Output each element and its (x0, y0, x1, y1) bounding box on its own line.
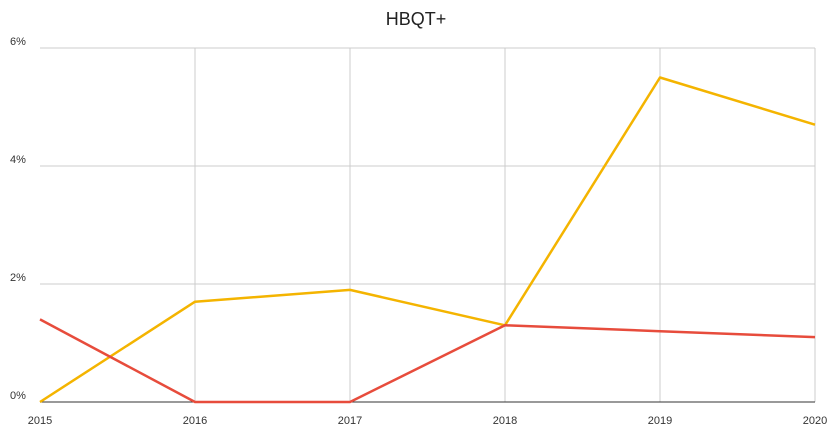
x-tick-label: 2017 (338, 415, 362, 427)
chart-title: HBQT+ (386, 9, 447, 29)
x-tick-label: 2020 (803, 415, 827, 427)
x-tick-label: 2016 (183, 415, 207, 427)
x-tick-label: 2019 (648, 415, 672, 427)
x-tick-label: 2015 (28, 415, 52, 427)
y-tick-label: 0% (10, 390, 26, 402)
y-tick-label: 6% (10, 36, 26, 48)
series-line (39, 76, 816, 404)
series-line (39, 318, 816, 404)
y-tick-label: 2% (10, 272, 26, 284)
y-tick-label: 4% (10, 154, 26, 166)
x-tick-label: 2018 (493, 415, 517, 427)
